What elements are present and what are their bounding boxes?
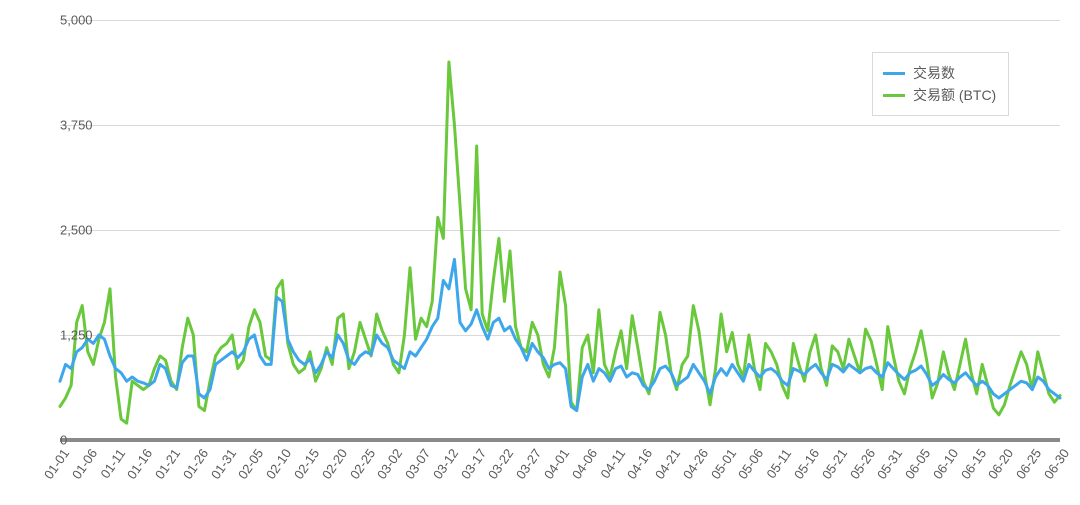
x-tick-label: 06-30 bbox=[1041, 446, 1072, 482]
x-tick-label: 05-01 bbox=[708, 446, 739, 482]
x-tick-label: 06-10 bbox=[930, 446, 961, 482]
legend-swatch bbox=[883, 72, 905, 75]
x-tick-label: 05-06 bbox=[735, 446, 766, 482]
x-tick-label: 03-27 bbox=[513, 446, 544, 482]
legend: 交易数交易额 (BTC) bbox=[872, 52, 1009, 116]
legend-swatch bbox=[883, 94, 905, 97]
x-tick-label: 05-21 bbox=[819, 446, 850, 482]
x-tick-label: 04-11 bbox=[597, 446, 628, 481]
x-tick-label: 04-16 bbox=[624, 446, 655, 482]
x-tick-label: 01-06 bbox=[69, 446, 100, 482]
x-tick-label: 04-06 bbox=[569, 446, 600, 482]
x-tick-label: 02-15 bbox=[291, 446, 322, 482]
x-tick-label: 02-25 bbox=[346, 446, 377, 482]
x-tick-label: 01-16 bbox=[124, 446, 155, 482]
x-tick-label: 03-22 bbox=[485, 446, 516, 482]
x-tick-label: 06-20 bbox=[985, 446, 1016, 482]
legend-label: 交易数 bbox=[913, 63, 955, 83]
x-tick-label: 04-26 bbox=[680, 446, 711, 482]
gridline bbox=[60, 440, 1060, 442]
legend-item: 交易额 (BTC) bbox=[883, 85, 996, 105]
x-tick-label: 01-11 bbox=[97, 446, 128, 481]
x-tick-label: 02-05 bbox=[235, 446, 266, 482]
x-tick-label: 06-25 bbox=[1013, 446, 1044, 482]
x-tick-label: 06-15 bbox=[958, 446, 989, 482]
line-chart: 01-0101-0601-1101-1601-2101-2601-3102-05… bbox=[0, 0, 1080, 505]
series-line bbox=[60, 62, 1060, 423]
x-tick-label: 01-01 bbox=[41, 446, 72, 482]
x-tick-label: 05-26 bbox=[846, 446, 877, 482]
x-tick-label: 05-16 bbox=[791, 446, 822, 482]
x-tick-label: 04-21 bbox=[652, 446, 683, 482]
x-tick-label: 03-17 bbox=[458, 446, 489, 482]
legend-label: 交易额 (BTC) bbox=[913, 85, 996, 105]
x-tick-label: 01-21 bbox=[152, 446, 183, 482]
x-tick-label: 06-05 bbox=[902, 446, 933, 482]
x-tick-label: 03-12 bbox=[430, 446, 461, 482]
x-tick-label: 03-07 bbox=[402, 446, 433, 482]
x-tick-label: 01-26 bbox=[180, 446, 211, 482]
legend-item: 交易数 bbox=[883, 63, 996, 83]
x-tick-label: 02-20 bbox=[319, 446, 350, 482]
x-tick-label: 03-02 bbox=[374, 446, 405, 482]
x-tick-label: 04-01 bbox=[541, 446, 572, 482]
x-tick-label: 05-11 bbox=[764, 446, 795, 481]
x-tick-label: 02-10 bbox=[263, 446, 294, 482]
x-tick-label: 05-31 bbox=[874, 446, 905, 482]
x-tick-label: 01-31 bbox=[208, 446, 239, 482]
